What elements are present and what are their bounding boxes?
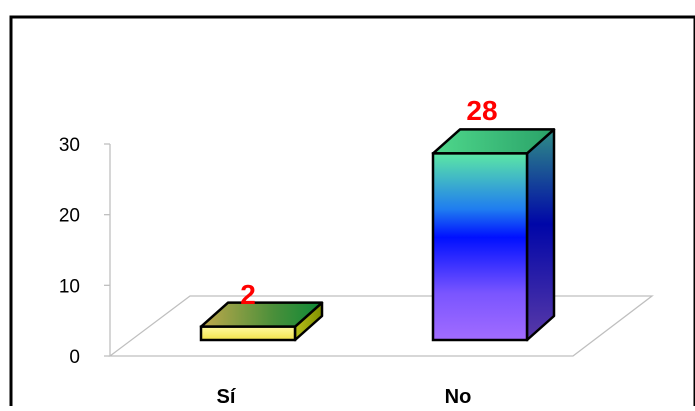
- y-axis-ticks: 0 10 20 30: [59, 135, 110, 368]
- y-tick-label: 20: [59, 206, 80, 227]
- bars-group: [199, 128, 556, 342]
- data-label-si: 2: [240, 279, 256, 310]
- x-tick-label-si: Sí: [217, 386, 237, 406]
- chart-border: [9, 15, 695, 411]
- y-tick-label: 30: [59, 135, 80, 156]
- floor-plane: [108, 295, 654, 357]
- bar-no-front: [431, 152, 529, 342]
- data-label-no: 28: [466, 95, 497, 126]
- y-tick-label: 10: [59, 276, 80, 297]
- y-tick-label: 0: [69, 347, 80, 368]
- bar-si-front: [199, 325, 297, 342]
- bar-no-side: [525, 128, 556, 342]
- x-tick-label-no: No: [445, 386, 472, 406]
